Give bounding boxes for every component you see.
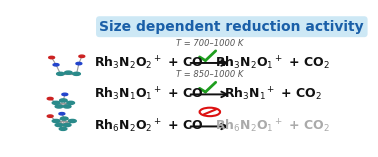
Text: Rh$_3$N$_1$$^+$ + CO$_2$: Rh$_3$N$_1$$^+$ + CO$_2$ <box>224 86 322 103</box>
Text: Rh$_3$N$_2$O$_2$$^+$ + CO: Rh$_3$N$_2$O$_2$$^+$ + CO <box>94 54 203 72</box>
Circle shape <box>64 123 71 127</box>
Circle shape <box>62 93 68 96</box>
Circle shape <box>60 99 67 102</box>
Circle shape <box>59 113 65 115</box>
Circle shape <box>59 127 67 130</box>
Circle shape <box>76 62 82 65</box>
Circle shape <box>52 119 60 123</box>
Circle shape <box>52 101 60 104</box>
Circle shape <box>60 117 68 120</box>
Text: Rh$_3$N$_2$O$_1$$^+$ + CO$_2$: Rh$_3$N$_2$O$_1$$^+$ + CO$_2$ <box>215 54 330 72</box>
Text: Rh$_6$N$_2$O$_1$$^+$ + CO$_2$: Rh$_6$N$_2$O$_1$$^+$ + CO$_2$ <box>215 118 330 135</box>
Circle shape <box>64 105 71 108</box>
Circle shape <box>55 123 63 127</box>
Text: Rh$_3$N$_1$O$_1$$^+$ + CO: Rh$_3$N$_1$O$_1$$^+$ + CO <box>94 86 203 103</box>
Circle shape <box>55 105 63 108</box>
Circle shape <box>57 72 64 75</box>
Text: Rh$_6$N$_2$O$_2$$^+$ + CO: Rh$_6$N$_2$O$_2$$^+$ + CO <box>94 118 203 135</box>
Text: Size dependent reduction activity: Size dependent reduction activity <box>99 20 364 34</box>
Circle shape <box>69 119 76 123</box>
Text: T = 700–1000 K: T = 700–1000 K <box>176 39 243 48</box>
Circle shape <box>79 55 85 57</box>
Circle shape <box>49 56 54 59</box>
Circle shape <box>67 101 74 104</box>
Circle shape <box>53 64 59 66</box>
Circle shape <box>47 115 53 117</box>
Circle shape <box>73 72 81 75</box>
Circle shape <box>65 71 72 74</box>
Text: T = 850–1000 K: T = 850–1000 K <box>176 70 243 79</box>
Circle shape <box>47 97 53 100</box>
